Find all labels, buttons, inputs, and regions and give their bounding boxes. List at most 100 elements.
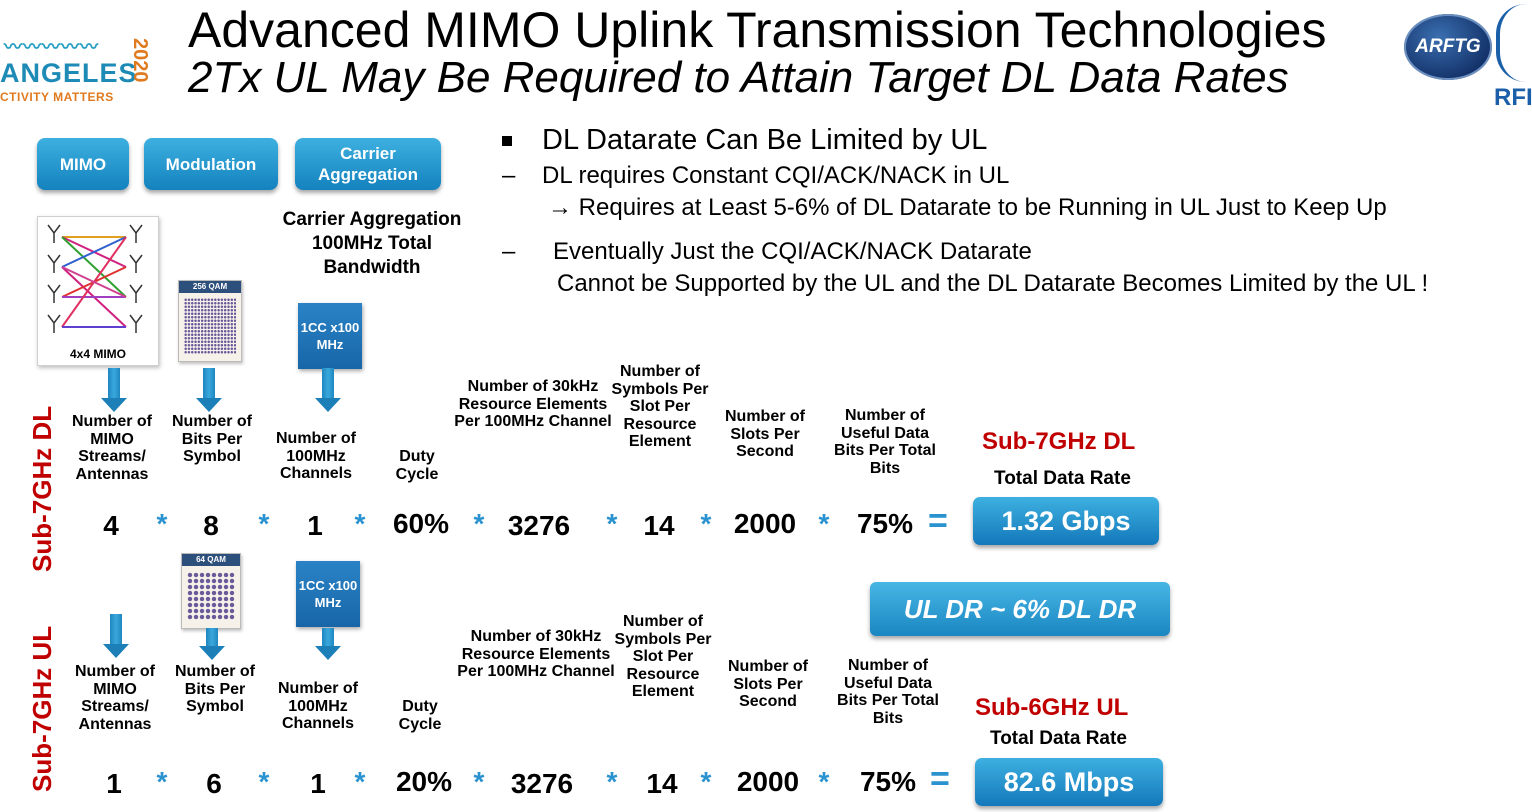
ul-total-rate-badge: 82.6 Mbps <box>975 758 1163 806</box>
bullet-main: DL Datarate Can Be Limited by UL <box>502 124 987 157</box>
dl-result-title: Sub-7GHz DL <box>982 428 1136 455</box>
qam-256-image: 256 QAM <box>178 280 242 362</box>
dl-col-header: Duty Cycle <box>395 448 439 483</box>
multiply-operator: * <box>156 508 168 539</box>
dl-col-header: Number of Slots Per Second <box>725 408 805 460</box>
dl-value: 75% <box>856 508 914 539</box>
page-subtitle: 2Tx UL May Be Required to Attain Target … <box>188 53 1289 102</box>
down-arrow-icon <box>315 368 341 412</box>
multiply-operator: * <box>473 508 485 539</box>
arftg-logo-text: ARFTG <box>1415 36 1481 57</box>
dl-value: 2000 <box>733 508 797 539</box>
logo-word: ANGELES <box>0 58 138 88</box>
conference-logo: 〰〰〰〰〰 ANGELES 2020 CTIVITY MATTERS <box>0 36 160 104</box>
bullet-sub-2: – Eventually Just the CQI/ACK/NACK Datara… <box>502 238 1032 266</box>
ul-value: 2000 <box>736 766 800 797</box>
ul-value: 3276 <box>510 768 574 799</box>
dl-col-header: Number of Bits Per Symbol <box>172 413 252 465</box>
logo-year: 2020 <box>129 38 151 83</box>
ul-col-header: Number of Slots Per Second <box>728 658 808 710</box>
multiply-operator: * <box>818 766 830 797</box>
mimo-caption: 4x4 MIMO <box>69 347 126 361</box>
multiply-operator: * <box>606 508 618 539</box>
ul-value: 1 <box>310 768 326 799</box>
ul-value: 6 <box>206 768 222 799</box>
equals-sign: = <box>928 502 948 540</box>
ul-col-header: Number of Bits Per Symbol <box>175 663 255 715</box>
bullet-sub-1: – DL requires Constant CQI/ACK/NACK in UL <box>502 162 1009 190</box>
dl-result-subtitle: Total Data Rate <box>994 468 1131 489</box>
qam-256-label: 256 QAM <box>179 281 241 293</box>
ul-col-header: Duty Cycle <box>398 698 442 733</box>
dl-col-header: Number of MIMO Streams/ Antennas <box>72 413 152 483</box>
carrier-aggregation-button[interactable]: Carrier Aggregation <box>295 138 441 190</box>
dl-col-header: Number of Symbols Per Slot Per Resource … <box>611 363 709 450</box>
ul-value: 75% <box>859 766 917 797</box>
mimo-button[interactable]: MIMO <box>37 138 129 190</box>
multiply-operator: * <box>818 508 830 539</box>
ul-col-header: Number of Useful Data Bits Per Total Bit… <box>837 657 939 727</box>
dl-value: 1 <box>307 510 323 541</box>
ul-value: 1 <box>106 768 122 799</box>
arftg-logo: ARFTG <box>1404 14 1492 80</box>
dl-col-header: Number of Useful Data Bits Per Total Bit… <box>834 407 936 477</box>
rfic-logo-text: RFIC <box>1494 84 1532 111</box>
mimo-diagram: 4x4 MIMO <box>37 216 159 366</box>
dash-marker: – <box>502 162 516 189</box>
page-title: Advanced MIMO Uplink Transmission Techno… <box>188 2 1327 58</box>
dl-value: 60% <box>392 508 450 539</box>
side-label-dl: Sub-7GHz DL <box>27 405 57 572</box>
ul-result-subtitle: Total Data Rate <box>990 728 1127 749</box>
rfic-logo: RFIC <box>1494 0 1532 112</box>
dl-value: 8 <box>203 510 219 541</box>
down-arrow-icon <box>101 368 127 412</box>
qam-64-label: 64 QAM <box>182 554 240 566</box>
multiply-operator: * <box>156 766 168 797</box>
dash-marker: – <box>502 238 516 265</box>
multiply-operator: * <box>258 508 270 539</box>
ul-col-header: Number of 100MHz Channels <box>278 680 358 732</box>
ul-result-title: Sub-6GHz UL <box>975 694 1129 721</box>
down-arrow-icon <box>315 628 341 660</box>
ul-value: 14 <box>646 768 678 799</box>
multiply-operator: * <box>258 766 270 797</box>
square-bullet-icon <box>502 136 512 147</box>
dl-col-header: Number of 100MHz Channels <box>276 430 356 482</box>
modulation-button[interactable]: Modulation <box>144 138 278 190</box>
multiply-operator: * <box>700 508 712 539</box>
dl-total-rate-badge: 1.32 Gbps <box>973 497 1159 545</box>
qam-64-image: 64 QAM <box>181 553 241 629</box>
carrier-aggregation-note: Carrier Aggregation 100MHz Total Bandwid… <box>282 209 462 278</box>
mimo-antenna-icon <box>47 224 143 333</box>
cc-box-ul: 1CC x100 MHz <box>296 561 360 627</box>
dl-col-header: Number of 30kHz Resource Elements Per 10… <box>454 378 612 430</box>
rfic-arcs-icon <box>1496 4 1532 82</box>
ul-col-header: Number of MIMO Streams/ Antennas <box>75 663 155 733</box>
bullet-sub-1-text: DL requires Constant CQI/ACK/NACK in UL <box>542 162 1010 189</box>
constellation-icon <box>187 572 235 620</box>
bullet-main-text: DL Datarate Can Be Limited by UL <box>542 124 988 156</box>
waves-icon: 〰〰〰〰〰 <box>4 37 99 57</box>
constellation-icon <box>184 298 236 354</box>
ul-col-header: Number of Symbols Per Slot Per Resource … <box>614 613 712 700</box>
multiply-operator: * <box>700 766 712 797</box>
multiply-operator: * <box>606 766 618 797</box>
ul-col-header: Number of 30kHz Resource Elements Per 10… <box>457 628 615 680</box>
dl-value: 14 <box>643 510 675 541</box>
down-arrow-icon <box>199 628 225 660</box>
dl-value: 4 <box>103 510 119 541</box>
down-arrow-icon <box>196 368 222 412</box>
cc-box-dl: 1CC x100 MHz <box>298 303 362 369</box>
down-arrow-icon <box>103 614 129 658</box>
bullet-sub-2-detail: Cannot be Supported by the UL and the DL… <box>557 270 1429 297</box>
multiply-operator: * <box>354 766 366 797</box>
multiply-operator: * <box>354 508 366 539</box>
multiply-operator: * <box>473 766 485 797</box>
equals-sign: = <box>930 760 950 798</box>
bullet-sub-2-text: Eventually Just the CQI/ACK/NACK Datarat… <box>553 238 1032 265</box>
logo-tagline: CTIVITY MATTERS <box>0 90 114 104</box>
ul-value: 20% <box>395 766 453 797</box>
side-label-ul: Sub-7GHz UL <box>27 625 57 792</box>
bullet-sub-1-detail: → Requires at Least 5-6% of DL Datarate … <box>548 194 1387 221</box>
dl-value: 3276 <box>507 510 571 541</box>
